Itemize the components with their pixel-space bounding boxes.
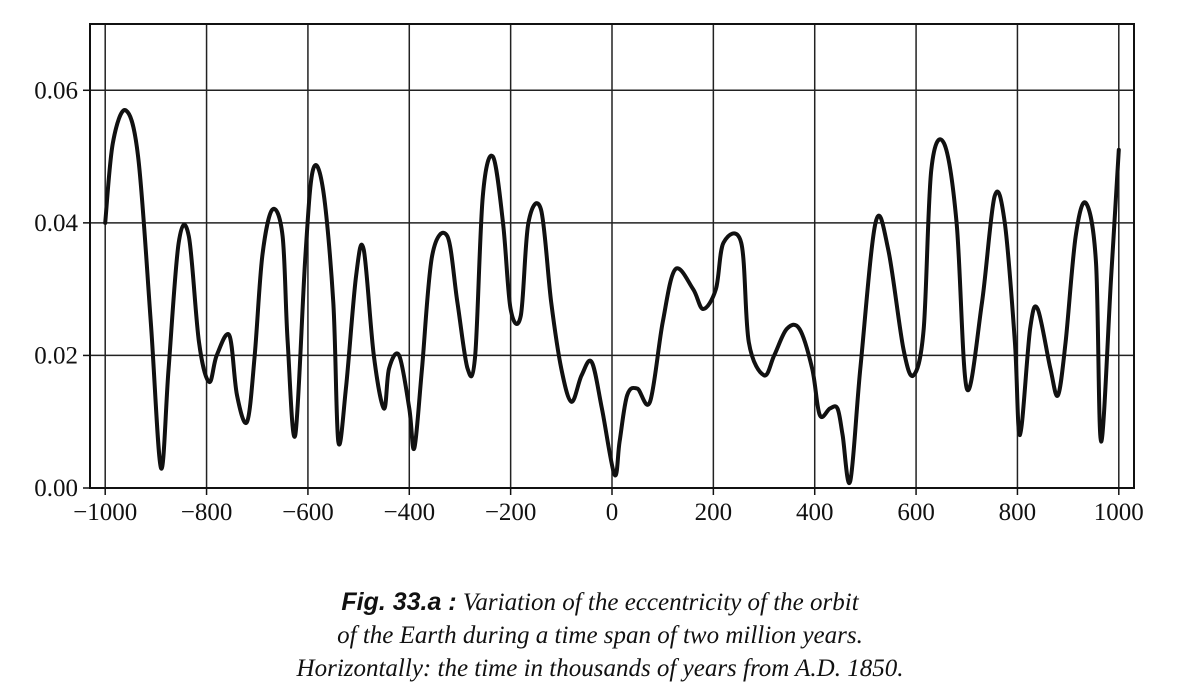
figure-label: Fig. 33.a : (341, 588, 457, 616)
tick-labels: −1000 −800 −600 −400 −200 0 200 400 600 800 1000 0.… (34, 77, 1144, 526)
x-tick-label: 800 (999, 499, 1037, 526)
y-tick-label: 0.00 (34, 475, 78, 502)
caption-text-1: Variation of the eccentricity of the orb… (462, 589, 859, 616)
x-tick-label: 400 (796, 499, 834, 526)
caption-line-2: of the Earth during a time span of two m… (337, 622, 863, 649)
x-tick-label: 200 (695, 499, 733, 526)
caption-line-1: Fig. 33.a : Variation of the eccentricit… (0, 586, 1200, 619)
eccentricity-chart: −1000 −800 −600 −400 −200 0 200 400 600 800 1000 0.… (34, 23, 1144, 526)
caption-line-3: Horizontally: the time in thousands of y… (296, 655, 904, 682)
x-tick-label: −200 (485, 499, 537, 526)
x-tick-label: 1000 (1094, 499, 1144, 526)
x-tick-label: −400 (383, 499, 435, 526)
x-tick-label: 600 (897, 499, 935, 526)
y-tick-label: 0.06 (34, 77, 78, 104)
y-tick-label: 0.02 (34, 342, 78, 369)
grid (90, 24, 1134, 488)
x-tick-label: −600 (282, 499, 334, 526)
figure-caption: Fig. 33.a : Variation of the eccentricit… (0, 586, 1200, 685)
x-tick-label: −1000 (73, 499, 137, 526)
eccentricity-line (103, 108, 1121, 486)
x-tick-label: 0 (606, 499, 619, 526)
y-tick-label: 0.04 (34, 210, 78, 237)
ticks (83, 89, 1120, 495)
x-tick-label: −800 (181, 499, 233, 526)
